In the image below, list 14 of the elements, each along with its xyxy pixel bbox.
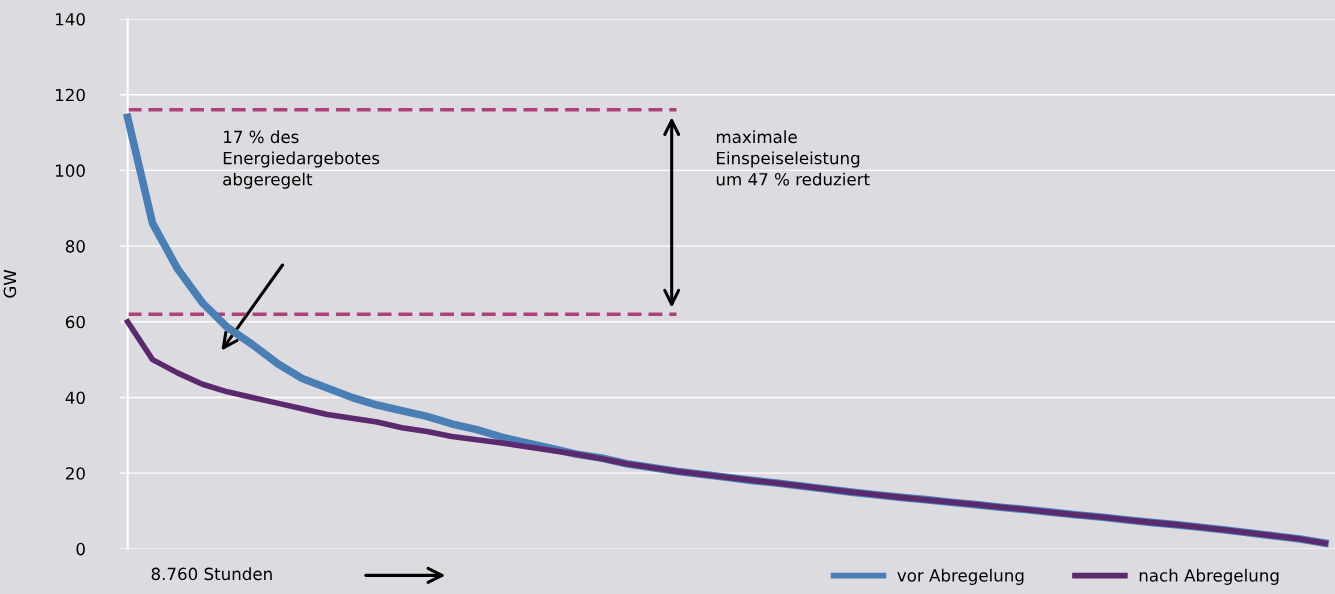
y-tick-label: 140: [55, 12, 85, 26]
annotation: 17 % des Energiedargebotes abgeregelt: [223, 130, 380, 189]
legend-label: vor Abregelung: [897, 568, 1024, 585]
y-tick-label: 0: [76, 542, 85, 556]
y-tick-label: 20: [65, 467, 85, 480]
y-tick-label: 40: [65, 391, 85, 405]
y-tick-label: 80: [65, 240, 85, 253]
y-axis-title: GW: [3, 269, 17, 298]
y-tick-label: 100: [55, 164, 85, 177]
annotation: maximale Einspeiseleistung um 47 % reduziert: [716, 130, 870, 186]
y-tick-label: 60: [65, 315, 85, 329]
legend-label: nach Abregelung: [1139, 568, 1279, 585]
y-tick-label: 120: [55, 88, 85, 102]
text: 8.760 Stunden: [151, 567, 272, 581]
